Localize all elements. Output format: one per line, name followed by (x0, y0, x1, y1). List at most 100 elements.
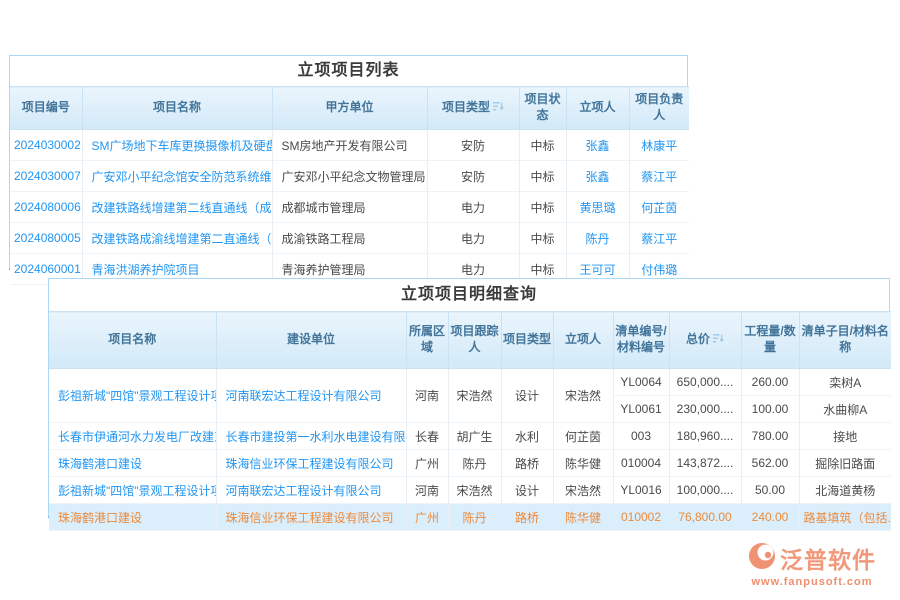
column-header-label: 清单编号/材料编号 (615, 324, 667, 354)
project-id-link[interactable]: 2024080005 (10, 222, 83, 254)
column-header[interactable]: 总价 (668, 311, 742, 369)
column-header-label: 总价 (685, 331, 710, 346)
tracker-cell: 陈丹 (448, 449, 502, 477)
project-type-cell: 安防 (427, 160, 520, 192)
list-table-row: 2024080005改建铁路成渝线增建第二直通线（成...成渝铁路工程局电力中标… (10, 222, 689, 254)
detail-table-row[interactable]: 彭祖新城"四馆"景观工程设计项目河南联宏达工程设计有限公司河南宋浩然设计宋浩然Y… (49, 368, 891, 423)
project-type-cell: 设计 (501, 476, 554, 504)
project-name-link[interactable]: 长春市伊通河水力发电厂改建工程 (49, 422, 217, 450)
initiator-cell: 宋浩然 (553, 476, 614, 504)
column-header: 项目名称 (49, 311, 217, 369)
column-header: 立项人 (565, 86, 630, 130)
party-unit-cell: 成都城市管理局 (272, 191, 428, 223)
project-type-cell: 路桥 (501, 449, 554, 477)
logo-url: www.fanpusoft.com (751, 576, 873, 588)
total-price-cell: 100,000.... (669, 476, 742, 504)
sort-icon (713, 333, 724, 349)
project-name-link[interactable]: 珠海鹤港口建设 (49, 503, 217, 531)
manager-link[interactable]: 何芷茵 (629, 191, 689, 223)
manager-link[interactable]: 蔡江平 (629, 222, 689, 254)
list-code-cell: YL0016 (613, 476, 670, 504)
party-unit-cell: 成渝铁路工程局 (272, 222, 428, 254)
fanpu-logo-icon (748, 542, 778, 575)
quantity-cell: 260.00 (741, 368, 800, 396)
total-price-cell: 230,000.... (669, 395, 742, 423)
project-id-link[interactable]: 2024080006 (10, 191, 83, 223)
project-list-table: 项目编号 项目名称 甲方单位 项目类型 项目状态 立项人 项目负责人 2024030002 S… (10, 86, 689, 285)
project-name-link[interactable]: SM广场地下车库更换摄像机及硬盘项目 (82, 129, 273, 161)
column-header: 所属区域 (405, 311, 449, 369)
project-id-link[interactable]: 2024030002 (10, 129, 83, 161)
total-price-cell: 143,872.... (669, 449, 742, 477)
column-header-label: 所属区域 (408, 324, 445, 354)
item-name-cell: 水曲柳A (799, 395, 891, 423)
column-header-label: 项目负责人 (635, 92, 684, 122)
build-unit-link[interactable]: 河南联宏达工程设计有限公司 (216, 476, 407, 504)
initiator-cell: 何芷茵 (553, 422, 614, 450)
column-header: 项目负责人 (628, 86, 689, 130)
manager-link[interactable]: 林康平 (629, 129, 689, 161)
initiator-link[interactable]: 张鑫 (566, 160, 630, 192)
detail-table-row[interactable]: YL0061 230,000.... 100.00 水曲柳A (49, 395, 891, 423)
project-status-cell: 中标 (519, 129, 567, 161)
project-type-cell: 路桥 (501, 503, 554, 531)
item-name-cell: 接地 (799, 422, 891, 450)
logo-brand-name: 泛普软件 (780, 547, 876, 573)
build-unit-link[interactable]: 珠海信业环保工程建设有限公司 (216, 449, 407, 477)
region-cell: 长春 (406, 422, 449, 450)
region-cell: 广州 (406, 449, 449, 477)
region-cell: 河南 (406, 368, 449, 423)
detail-table-row[interactable]: 长春市伊通河水力发电厂改建工程长春市建投第一水利水电建设有限公司长春胡广生水利何… (49, 422, 891, 450)
header-row: 项目编号 项目名称 甲方单位 项目类型 项目状态 立项人 项目负责人 (10, 86, 689, 130)
project-name-link[interactable]: 改建铁路成渝线增建第二直通线（成... (82, 222, 273, 254)
project-type-cell: 水利 (501, 422, 554, 450)
project-name-link[interactable]: 珠海鹤港口建设 (49, 449, 217, 477)
build-unit-link[interactable]: 珠海信业环保工程建设有限公司 (216, 503, 407, 531)
list-code-cell: YL0061 (613, 395, 670, 423)
initiator-link[interactable]: 黄思璐 (566, 191, 630, 223)
project-status-cell: 中标 (519, 191, 567, 223)
quantity-cell: 562.00 (741, 449, 800, 477)
column-header-label: 立项人 (579, 100, 616, 115)
column-header: 建设单位 (215, 311, 407, 369)
column-header: 甲方单位 (271, 86, 428, 130)
project-name-link[interactable]: 广安邓小平纪念馆安全防范系统维护... (82, 160, 273, 192)
column-header: 清单编号/材料编号 (612, 311, 670, 369)
project-type-cell: 设计 (501, 368, 554, 423)
quantity-cell: 50.00 (741, 476, 800, 504)
column-header-label: 项目状态 (524, 92, 561, 122)
detail-table-row[interactable]: 彭祖新城"四馆"景观工程设计项目河南联宏达工程设计有限公司河南宋浩然设计宋浩然Y… (49, 476, 891, 504)
tracker-cell: 宋浩然 (448, 476, 502, 504)
column-header: 项目状态 (518, 86, 567, 130)
project-detail-panel: 立项项目明细查询 项目名称 建设单位 所属区域 项目跟踪人 项目类型 立项人 清单编号/材料… (48, 278, 891, 531)
project-status-cell: 中标 (519, 222, 567, 254)
column-header: 清单子目/材料名称 (798, 311, 891, 369)
initiator-link[interactable]: 陈丹 (566, 222, 630, 254)
build-unit-link[interactable]: 长春市建投第一水利水电建设有限公司 (216, 422, 407, 450)
initiator-link[interactable]: 张鑫 (566, 129, 630, 161)
detail-table-row[interactable]: 珠海鹤港口建设 珠海信业环保工程建设有限公司 广州 陈丹 路桥 陈华健 010002 76,8… (49, 503, 891, 531)
region-cell: 广州 (406, 503, 449, 531)
build-unit-link[interactable]: 河南联宏达工程设计有限公司 (216, 368, 407, 423)
column-header[interactable]: 项目类型 (426, 86, 520, 130)
project-list-panel: 立项项目列表 项目编号 项目名称 甲方单位 项目类型 项目状态 立项人 项目负责人 2024… (9, 55, 689, 285)
total-price-cell: 76,800.00 (669, 503, 742, 531)
total-price-cell: 180,960.... (669, 422, 742, 450)
detail-table-title: 立项项目明细查询 (49, 279, 889, 311)
project-name-link[interactable]: 改建铁路线增建第二线直通线（成都-... (82, 191, 273, 223)
initiator-cell: 陈华健 (553, 449, 614, 477)
project-name-link[interactable]: 彭祖新城"四馆"景观工程设计项目 (49, 476, 217, 504)
column-header: 项目编号 (10, 86, 83, 130)
quantity-cell: 780.00 (741, 422, 800, 450)
column-header-label: 项目类型 (441, 99, 490, 114)
project-name-link[interactable]: 彭祖新城"四馆"景观工程设计项目 (49, 368, 217, 423)
detail-table-row[interactable]: 珠海鹤港口建设 珠海信业环保工程建设有限公司 广州 陈丹 路桥 陈华健 010004 143,… (49, 449, 891, 477)
project-id-link[interactable]: 2024030007 (10, 160, 83, 192)
tracker-cell: 陈丹 (448, 503, 502, 531)
manager-link[interactable]: 蔡江平 (629, 160, 689, 192)
header-row: 项目名称 建设单位 所属区域 项目跟踪人 项目类型 立项人 清单编号/材料编号 总价 工程量/数… (49, 311, 891, 369)
column-header-label: 建设单位 (286, 332, 335, 347)
fanpu-logo: 泛普软件 www.fanpusoft.com (732, 541, 892, 588)
list-table-row: 2024030007广安邓小平纪念馆安全防范系统维护...广安邓小平纪念文物管理… (10, 160, 689, 192)
item-name-cell: 北海道黄杨 (799, 476, 891, 504)
